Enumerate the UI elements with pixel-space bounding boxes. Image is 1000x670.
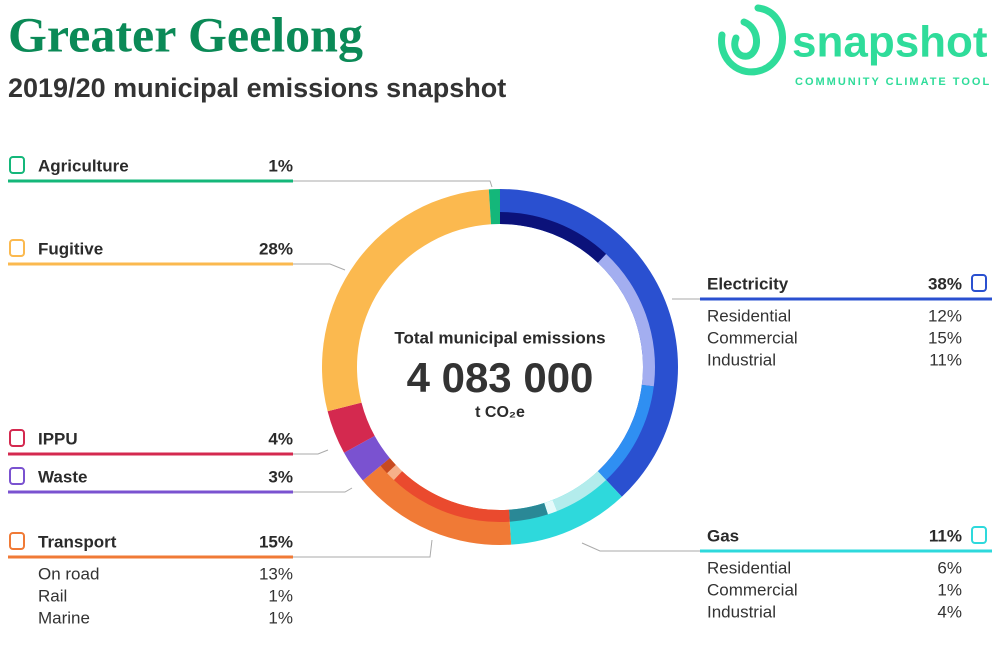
legend-label: Gas bbox=[707, 526, 739, 545]
leader-line bbox=[293, 449, 329, 455]
legend-value: 4% bbox=[268, 429, 293, 448]
leader-line bbox=[293, 539, 433, 558]
legend-label: Electricity bbox=[707, 274, 789, 293]
subsector-arc bbox=[380, 458, 396, 474]
legend-icon bbox=[971, 526, 987, 544]
subsector-label: Industrial bbox=[707, 350, 776, 369]
subsector-value: 1% bbox=[268, 586, 293, 605]
leader-line bbox=[581, 542, 700, 552]
legend-label: Agriculture bbox=[38, 156, 129, 175]
legend-value: 15% bbox=[259, 532, 293, 551]
subsector-value: 1% bbox=[937, 580, 962, 599]
title: Greater Geelong bbox=[8, 6, 363, 62]
subsector-arc bbox=[552, 471, 607, 512]
subsector-arc bbox=[508, 503, 548, 522]
subsector-label: Rail bbox=[38, 586, 67, 605]
subtitle: 2019/20 municipal emissions snapshot bbox=[8, 73, 506, 103]
subsector-arc bbox=[597, 384, 654, 480]
subsector-label: Commercial bbox=[707, 580, 798, 599]
subsector-label: Commercial bbox=[707, 328, 798, 347]
unit: t CO₂e bbox=[475, 404, 525, 421]
legend-value: 3% bbox=[268, 467, 293, 486]
legend-icon bbox=[9, 532, 25, 550]
subsector-label: Marine bbox=[38, 608, 90, 627]
subsector-label: Industrial bbox=[707, 602, 776, 621]
subsector-value: 4% bbox=[937, 602, 962, 621]
subsector-label: On road bbox=[38, 564, 99, 583]
subsector-arc bbox=[597, 254, 655, 387]
subsector-value: 1% bbox=[268, 608, 293, 627]
legend-icon bbox=[9, 429, 25, 447]
logo-icon bbox=[718, 4, 786, 76]
subsector-arc bbox=[544, 499, 558, 515]
subsector-value: 15% bbox=[928, 328, 962, 347]
subsector-arc bbox=[387, 464, 403, 480]
legend-label: Waste bbox=[38, 467, 87, 486]
center-title: Total municipal emissions bbox=[394, 328, 605, 347]
legend-label: Transport bbox=[38, 532, 117, 551]
subsector-value: 11% bbox=[929, 350, 962, 369]
legend-icon bbox=[9, 156, 25, 174]
subsector-label: Residential bbox=[707, 558, 791, 577]
legend-icon bbox=[9, 467, 25, 485]
subsector-arc bbox=[500, 212, 607, 263]
legend-value: 1% bbox=[268, 156, 293, 175]
sector-arc bbox=[322, 189, 492, 412]
subsector-value: 6% bbox=[937, 558, 962, 577]
subsector-value: 13% bbox=[259, 564, 293, 583]
legend-icon bbox=[9, 239, 25, 257]
logo-tagline: COMMUNITY CLIMATE TOOL bbox=[795, 76, 991, 88]
leader-line bbox=[293, 180, 493, 188]
sector-arc bbox=[327, 402, 375, 453]
legend-value: 28% bbox=[259, 239, 293, 258]
sector-arc bbox=[344, 435, 390, 481]
subsector-value: 12% bbox=[928, 306, 962, 325]
leader-line bbox=[293, 487, 353, 493]
legend-label: Fugitive bbox=[38, 239, 103, 258]
legend-label: IPPU bbox=[38, 429, 78, 448]
legend-value: 11% bbox=[929, 526, 962, 545]
logo-text: snapshot bbox=[792, 18, 988, 67]
legend-icon bbox=[971, 274, 987, 292]
legend-value: 38% bbox=[928, 274, 962, 293]
sector-arc bbox=[488, 189, 500, 225]
total: 4 083 000 bbox=[407, 354, 594, 401]
subsector-arc bbox=[393, 471, 510, 522]
leader-line bbox=[293, 263, 346, 271]
subsector-label: Residential bbox=[707, 306, 791, 325]
